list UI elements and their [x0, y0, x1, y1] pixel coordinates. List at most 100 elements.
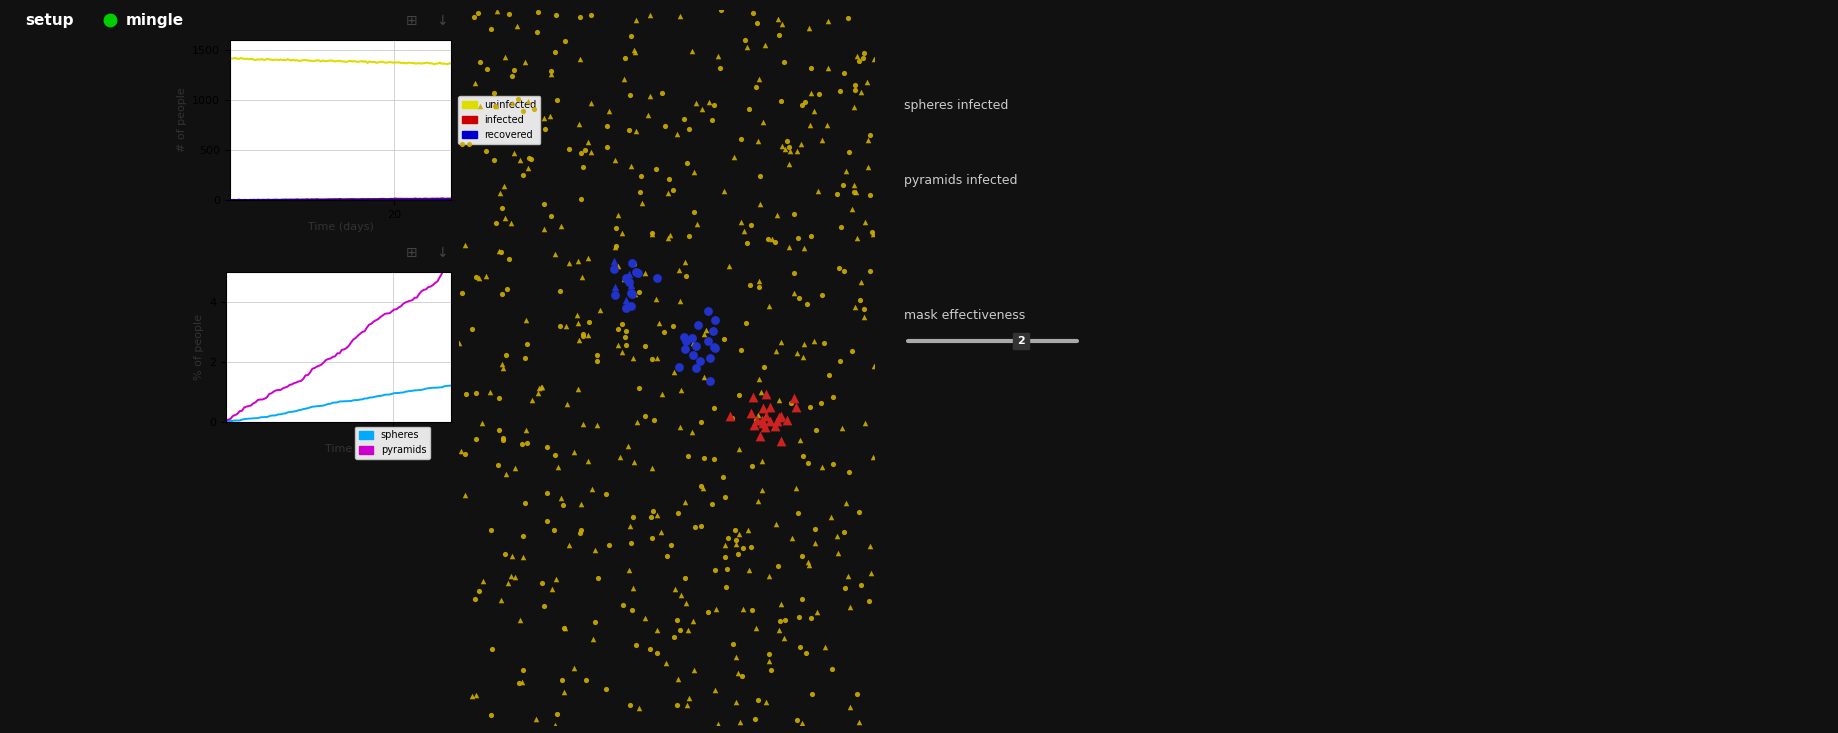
- Point: [573, 455, 603, 467]
- Point: [803, 606, 833, 618]
- Point: [537, 583, 566, 594]
- Point: [744, 198, 774, 210]
- Point: [678, 616, 708, 627]
- Point: [537, 69, 566, 81]
- Point: [682, 218, 711, 229]
- Point: [825, 86, 855, 97]
- Point: [638, 353, 667, 364]
- Point: [676, 45, 706, 57]
- Point: [768, 18, 798, 29]
- Text: 0: 0: [893, 334, 902, 347]
- Point: [800, 335, 829, 347]
- Point: [838, 186, 868, 198]
- Point: [599, 255, 629, 267]
- Point: [573, 252, 603, 264]
- Point: [855, 539, 884, 551]
- Legend: uninfected, infected, recovered: uninfected, infected, recovered: [458, 96, 540, 144]
- Point: [472, 62, 502, 74]
- Point: [744, 281, 774, 293]
- Point: [627, 170, 656, 182]
- Point: [447, 287, 476, 299]
- Point: [761, 236, 790, 248]
- Point: [763, 12, 792, 24]
- Point: [754, 655, 783, 667]
- Point: [568, 419, 597, 430]
- Point: [772, 414, 801, 426]
- Point: [643, 272, 673, 284]
- Point: [540, 524, 570, 536]
- Point: [755, 401, 785, 413]
- Point: [686, 416, 715, 428]
- Point: [625, 383, 654, 394]
- Point: [489, 435, 518, 446]
- Point: [697, 498, 726, 509]
- Point: [529, 223, 559, 235]
- Point: [807, 461, 836, 473]
- Point: [458, 690, 487, 702]
- Point: [698, 402, 728, 414]
- Point: [711, 491, 741, 503]
- Point: [575, 97, 605, 108]
- Point: [531, 123, 561, 135]
- Point: [796, 230, 825, 242]
- Point: [827, 421, 857, 433]
- Point: [695, 96, 724, 108]
- Point: [671, 597, 700, 609]
- Point: [608, 347, 638, 358]
- Point: [665, 295, 695, 307]
- Point: [853, 161, 882, 173]
- Point: [840, 179, 869, 191]
- Point: [621, 125, 651, 136]
- Point: [818, 391, 847, 402]
- Point: [516, 394, 546, 406]
- Point: [744, 409, 774, 421]
- Point: [855, 265, 884, 276]
- Point: [720, 651, 750, 663]
- Point: [748, 116, 777, 128]
- Point: [616, 279, 645, 291]
- Point: [787, 717, 816, 729]
- Point: [704, 718, 733, 730]
- Point: [515, 152, 544, 164]
- Point: [610, 331, 640, 343]
- Point: [724, 388, 754, 400]
- Point: [491, 212, 520, 224]
- Point: [619, 44, 649, 56]
- Point: [623, 268, 652, 279]
- Point: [662, 614, 691, 626]
- Point: [638, 506, 667, 517]
- Point: [662, 128, 691, 139]
- Point: [730, 225, 759, 237]
- Point: [724, 716, 754, 728]
- Point: [829, 265, 858, 276]
- Point: [783, 507, 812, 518]
- Point: [573, 316, 603, 328]
- Point: [614, 276, 643, 288]
- Point: [801, 424, 831, 436]
- Point: [844, 55, 873, 67]
- Point: [790, 338, 820, 350]
- Point: [608, 273, 638, 284]
- Point: [524, 383, 553, 394]
- Point: [840, 84, 869, 95]
- Point: [638, 226, 667, 238]
- Point: [511, 424, 540, 435]
- Point: [763, 415, 792, 427]
- Point: [836, 601, 866, 613]
- Point: [840, 78, 869, 90]
- Point: [741, 414, 770, 426]
- Point: [709, 539, 739, 550]
- Point: [693, 335, 722, 347]
- Point: [765, 410, 794, 422]
- Point: [750, 421, 779, 433]
- Point: [533, 515, 562, 527]
- Point: [720, 539, 750, 550]
- Point: [748, 455, 777, 467]
- Point: [698, 325, 728, 337]
- Point: [733, 524, 763, 536]
- Point: [562, 383, 592, 394]
- Point: [737, 541, 766, 553]
- Point: [770, 614, 800, 626]
- Point: [834, 466, 864, 478]
- Point: [500, 463, 529, 474]
